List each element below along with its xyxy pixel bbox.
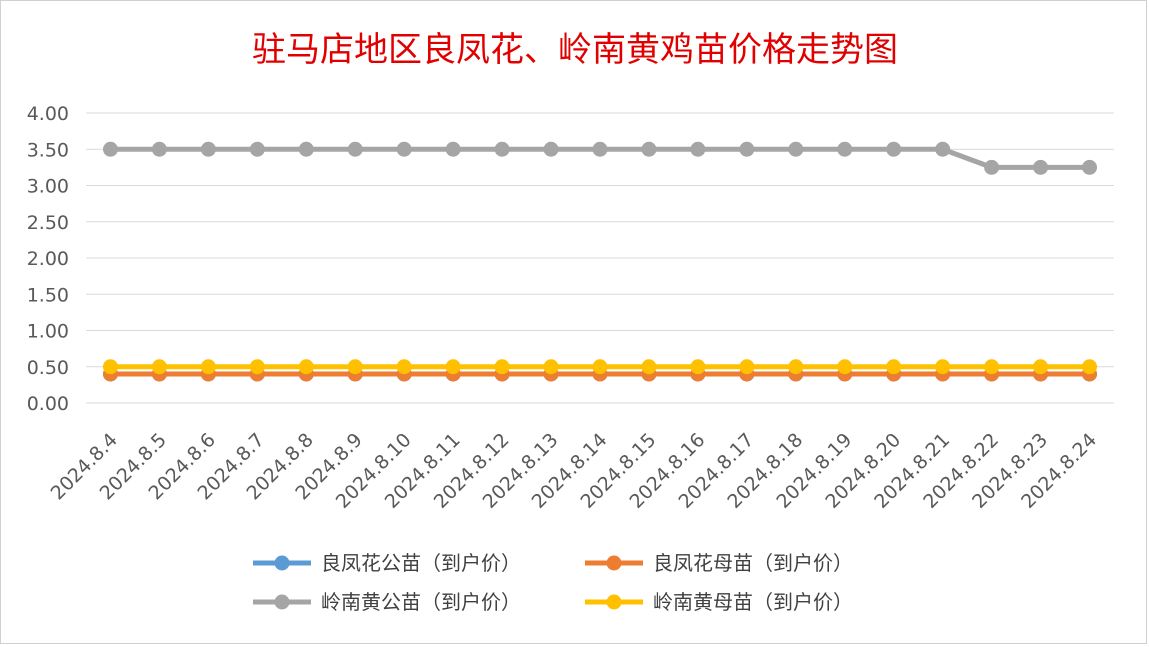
series-3 [102, 141, 1098, 175]
data-point [494, 141, 510, 157]
data-point [788, 359, 804, 375]
y-tick-label: 0.50 [27, 357, 69, 379]
data-point [690, 141, 706, 157]
data-point [543, 141, 559, 157]
data-point [151, 141, 167, 157]
legend-marker [274, 555, 290, 571]
data-point [641, 141, 657, 157]
data-point [1033, 159, 1049, 175]
series-lines [102, 141, 1098, 382]
series-4 [102, 359, 1098, 375]
y-tick-label: 1.00 [27, 321, 69, 343]
y-tick-label: 0.00 [27, 393, 69, 415]
legend-label: 良凤花公苗（到户价） [321, 551, 521, 575]
y-tick-label: 1.50 [27, 284, 69, 306]
x-axis-ticks: 2024.8.42024.8.52024.8.62024.8.72024.8.8… [47, 429, 1101, 513]
data-point [151, 359, 167, 375]
legend-label: 岭南黄母苗（到户价） [653, 590, 853, 614]
chart-title: 驻马店地区良凤花、岭南黄鸡苗价格走势图 [252, 30, 898, 70]
data-point [690, 359, 706, 375]
data-point [298, 141, 314, 157]
data-point [494, 359, 510, 375]
data-point [641, 359, 657, 375]
data-point [1033, 359, 1049, 375]
data-point [396, 141, 412, 157]
data-point [592, 141, 608, 157]
y-tick-label: 2.50 [27, 212, 69, 234]
y-axis-ticks: 0.00 0.50 1.00 1.50 2.00 2.50 3.00 3.50 4.00 [27, 103, 69, 415]
data-point [347, 141, 363, 157]
data-point [984, 159, 1000, 175]
data-point [445, 359, 461, 375]
data-point [1082, 159, 1098, 175]
y-tick-label: 3.50 [27, 139, 69, 161]
y-tick-label: 4.00 [27, 103, 69, 125]
data-point [837, 141, 853, 157]
data-point [984, 359, 1000, 375]
legend-entry: 岭南黄母苗（到户价） [585, 590, 853, 614]
legend-entry: 良凤花公苗（到户价） [253, 551, 521, 575]
data-point [200, 359, 216, 375]
legend-label: 良凤花母苗（到户价） [653, 551, 853, 575]
data-point [837, 359, 853, 375]
data-point [739, 359, 755, 375]
data-point [886, 359, 902, 375]
data-point [298, 359, 314, 375]
data-point [1082, 359, 1098, 375]
data-point [347, 359, 363, 375]
y-tick-label: 2.00 [27, 248, 69, 270]
legend-entry: 良凤花母苗（到户价） [585, 551, 853, 575]
data-point [739, 141, 755, 157]
data-point [445, 141, 461, 157]
data-point [249, 359, 265, 375]
legend-entry: 岭南黄公苗（到户价） [253, 590, 521, 614]
legend-marker [606, 555, 622, 571]
legend-marker [274, 594, 290, 610]
data-point [788, 141, 804, 157]
data-point [200, 141, 216, 157]
legend-marker [606, 594, 622, 610]
data-point [102, 141, 118, 157]
data-point [886, 141, 902, 157]
y-tick-label: 3.00 [27, 176, 69, 198]
data-point [543, 359, 559, 375]
data-point [935, 141, 951, 157]
data-point [935, 359, 951, 375]
data-point [102, 359, 118, 375]
data-point [396, 359, 412, 375]
legend: 良凤花公苗（到户价） 良凤花母苗（到户价） 岭南黄公苗（到户价） 岭南黄母苗（到户价） [253, 551, 853, 614]
data-point [592, 359, 608, 375]
legend-label: 岭南黄公苗（到户价） [321, 590, 521, 614]
data-point [249, 141, 265, 157]
